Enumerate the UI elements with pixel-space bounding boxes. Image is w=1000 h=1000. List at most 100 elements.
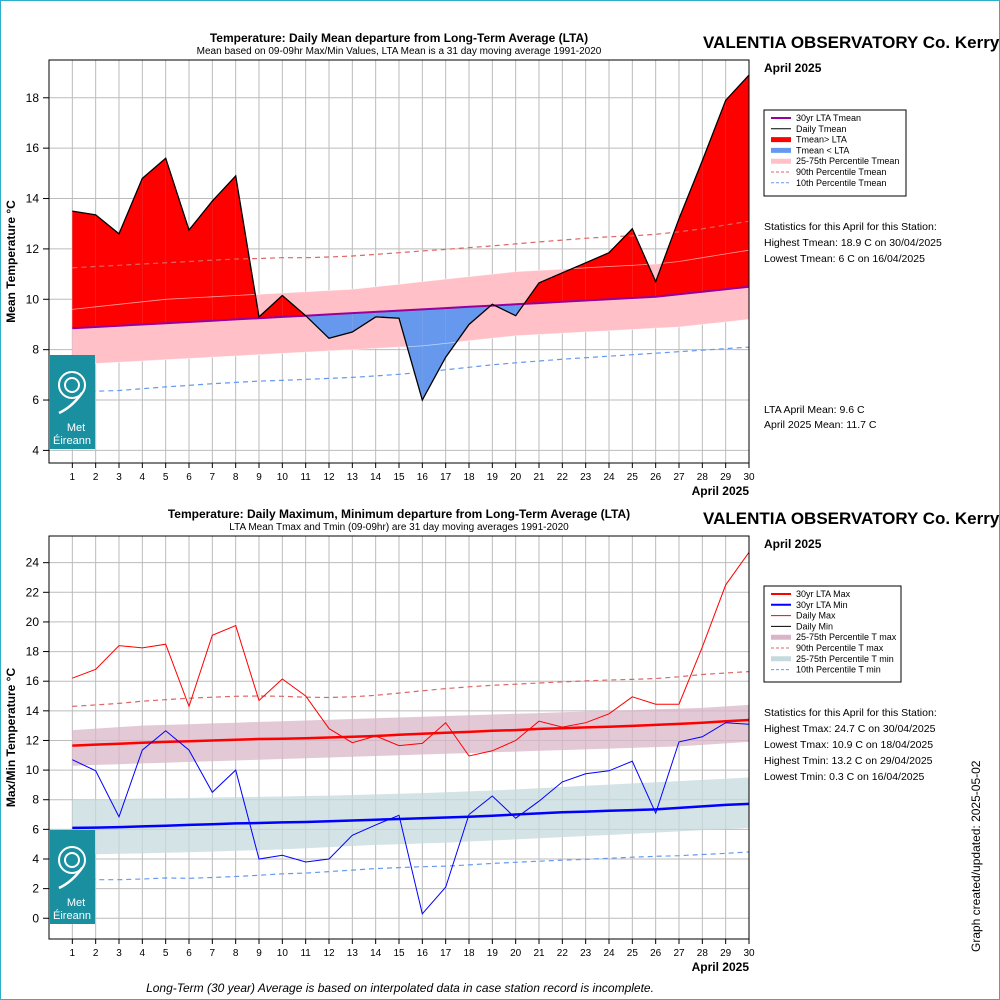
logo-text-eireann: Éireann [53,434,91,447]
x-tick-label: 5 [163,472,169,483]
x-tick-label: 29 [720,472,732,483]
x-tick-label: 2 [93,948,99,959]
x-tick-label: 1 [70,948,76,959]
logo-background [50,355,95,449]
y-axis-label: Mean Temperature °C [4,200,18,323]
legend-label: 90th Percentile Tmean [796,167,886,177]
legend-label: Daily Tmean [796,124,846,134]
y-tick-label: 12 [26,242,40,256]
line-10th-percentile-tmin [72,851,749,881]
x-tick-label: 25 [627,948,639,959]
x-tick-label: 7 [210,948,216,959]
y-tick-label: 4 [32,852,39,866]
x-tick-label: 26 [650,472,662,483]
x-tick-label: 16 [417,948,429,959]
month-label: April 2025 [764,537,822,551]
x-tick-label: 24 [603,472,615,483]
logo-swirl-tail [58,392,84,415]
x-tick-label: 21 [533,948,545,959]
logo-swirl-inner [64,852,80,868]
line-lta-tmean [72,285,749,330]
x-tick-label: 4 [140,948,146,959]
y-tick-label: 20 [26,615,40,629]
fill-below-lta [445,306,469,358]
x-tick-label: 7 [210,472,216,483]
x-tick-label: 11 [300,472,311,483]
x-tick-label: 2 [93,472,99,483]
chart-subtitle: Mean based on 09-09hr Max/Min Values, LT… [197,46,602,57]
fill-below-lta [352,311,376,332]
grid [49,60,750,463]
line-daily-tmean [72,74,749,402]
x-tick-label: 12 [323,472,335,483]
p75-edge-line [72,249,749,310]
x-tick-label: 11 [300,948,311,959]
fill-above-lta [212,175,236,321]
y-tick-label: 8 [32,793,39,807]
x-tick-label: 4 [140,472,146,483]
y-tick-label: 12 [26,733,40,747]
y-tick-label: 4 [32,443,39,457]
logo-text-met: Met [67,422,85,434]
line-lta-min [72,802,749,830]
y-tick-label: 6 [32,393,39,407]
line-daily-max [72,552,749,757]
fill-below-lta [329,313,353,339]
month-label: April 2025 [764,61,822,75]
fill-above-lta [142,158,166,325]
updated-label: Graph created/updated: 2025-05-02 [969,760,983,952]
stats-line: Highest Tmax: 24.7 C on 30/04/2025 [764,723,936,735]
x-tick-label: 12 [323,948,335,959]
fill-above-lta [95,214,119,327]
logo-swirl-outer [58,846,86,874]
x-tick-label: 20 [510,472,522,483]
x-tick-label: 15 [393,472,405,483]
line-lta-max [72,718,749,747]
x-tick-label: 6 [186,948,192,959]
x-tick-label: 28 [697,948,709,959]
p25-edge-line [72,319,749,366]
x-tick-label: 18 [463,948,475,959]
stats-line: Statistics for this April for this Stati… [764,221,937,233]
chart-title: Temperature: Daily Mean departure from L… [210,31,588,45]
y-tick-label: 14 [26,704,40,718]
fill-above-lta [72,211,96,329]
x-tick-label: 9 [256,472,262,483]
y-tick-label: 22 [26,585,40,599]
y-tick-label: 10 [26,292,40,306]
legend-label: 10th Percentile Tmean [796,178,886,188]
y-tick-label: 14 [26,192,40,206]
x-tick-label: 8 [233,472,239,483]
fill-above-lta [585,252,609,301]
logo-swirl-outer [58,371,86,399]
footnote: Long-Term (30 year) Average is based on … [146,981,654,995]
x-tick-label: 17 [440,948,452,959]
station-name: VALENTIA OBSERVATORY Co. Kerry [703,33,1000,52]
stats-line: Statistics for this April for this Stati… [764,707,937,719]
legend-label: 30yr LTA Tmean [796,113,861,123]
x-tick-label: 19 [487,472,499,483]
x-tick-label: 5 [163,948,169,959]
x-tick-label: 27 [673,472,685,483]
y-tick-label: 16 [26,141,40,155]
x-tick-label: 15 [393,948,405,959]
x-tick-label: 18 [463,472,475,483]
x-tick-label: 3 [116,472,122,483]
x-tick-label: 20 [510,948,522,959]
fill-above-lta [119,178,143,326]
x-tick-label: 29 [720,948,732,959]
x-tick-label: 14 [370,948,382,959]
x-tick-label: 28 [697,472,709,483]
chart-panel-2: Temperature: Daily Maximum, Minimum depa… [4,507,1000,974]
chart-panel-1: Temperature: Daily Mean departure from L… [4,31,1000,498]
y-tick-label: 6 [32,822,39,836]
stats-line: Highest Tmean: 18.9 C on 30/04/2025 [764,237,942,249]
legend-label: 25-75th Percentile T max [796,632,897,642]
y-tick-label: 16 [26,674,40,688]
x-tick-label: 27 [673,948,685,959]
y-tick-label: 18 [26,645,40,659]
fill-above-lta [632,228,656,298]
x-tick-label: 23 [580,948,592,959]
fill-below-lta [422,308,446,400]
